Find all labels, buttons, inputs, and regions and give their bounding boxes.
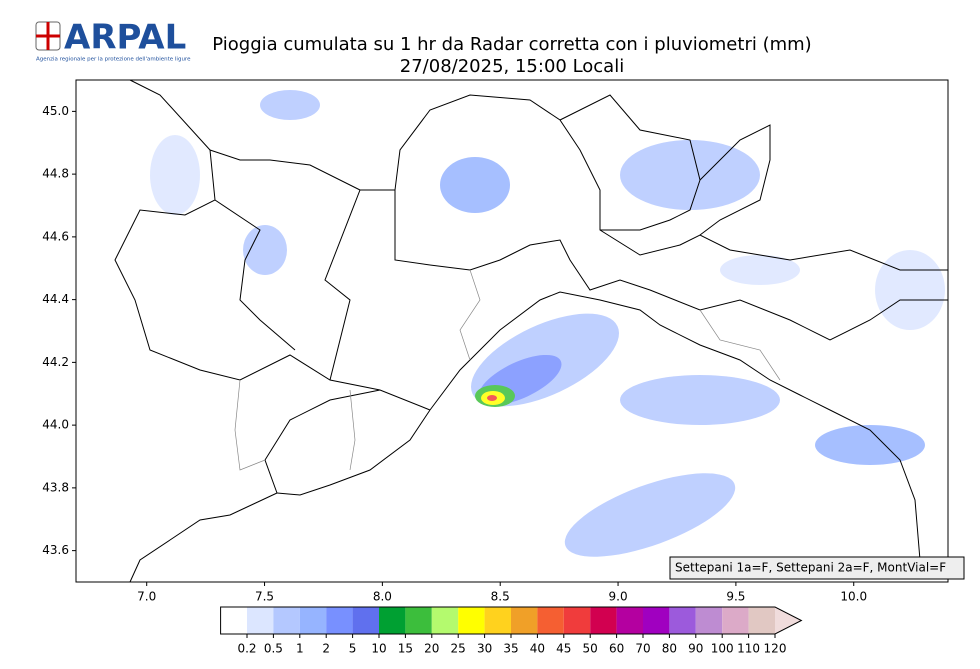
colorbar-label: 30 [477,642,492,656]
colorbar-box [748,607,775,634]
colorbar-label: 45 [556,642,571,656]
colorbar-box [379,607,406,634]
colorbar-label: 1 [296,642,304,656]
colorbar-box [273,607,300,634]
logo-cross [36,22,60,50]
x-tick-label: 8.5 [491,590,510,604]
colorbar-label: 120 [764,642,787,656]
y-tick-label: 44.6 [42,229,69,243]
colorbar-label: 100 [711,642,734,656]
map [75,79,949,583]
x-tick-label: 10.0 [840,590,867,604]
y-tick-label: 43.8 [42,480,69,494]
y-tick-label: 45.0 [42,104,69,118]
colorbar-label: 25 [451,642,466,656]
colorbar-box [431,607,459,634]
colorbar-box [643,607,670,634]
colorbar-label: 70 [635,642,650,656]
colorbar-label: 50 [583,642,598,656]
colorbar-label: 10 [371,642,386,656]
borders [114,79,948,583]
colorbar-label: 90 [688,642,703,656]
colorbar-under [220,607,247,634]
colorbar-label: 2 [322,642,330,656]
annotation: Settepani 1a=F, Settepani 2a=F, MontVial… [675,561,946,575]
logo-tagline: Agenzia regionale per la protezione dell… [36,57,191,63]
colorbar-box [616,607,643,634]
colorbar-box [352,607,379,634]
y-tick-label: 44.8 [42,167,69,181]
colorbar-label: 60 [609,642,624,656]
colorbar-label: 0.5 [264,642,283,656]
x-tick-label: 7.0 [137,590,156,604]
subtitle: 27/08/2025, 15:00 Locali [400,56,624,77]
colorbar-box [458,607,485,634]
colorbar-label: 20 [424,642,439,656]
map-frame [75,79,949,583]
y-tick-label: 44.2 [42,355,69,369]
colorbar-box [484,607,511,634]
annotation-box [669,556,965,580]
x-tick-label: 7.5 [255,590,274,604]
colorbar-label: 110 [737,642,760,656]
colorbar-label: 35 [503,642,518,656]
colorbar-box [695,607,723,634]
x-tick-label: 8.0 [373,590,392,604]
colorbar-box [405,607,432,634]
y-tick-label: 43.6 [42,543,69,557]
y-tick-label: 44.4 [42,292,69,306]
rain-field [150,90,945,557]
colorbar-box [511,607,538,634]
logo: ARPAL Agenzia regionale per la protezion… [35,18,191,63]
colorbar-label: 5 [349,642,357,656]
colorbar-box [247,607,274,634]
colorbar-box [537,607,564,634]
colorbar-box [722,607,749,634]
colorbar-label: 80 [662,642,677,656]
y-tick-label: 44.0 [42,418,69,432]
x-tick-label: 9.5 [726,590,745,604]
colorbar-box [590,607,617,634]
colorbar-box [299,607,327,634]
title: Pioggia cumulata su 1 hr da Radar corret… [212,34,811,55]
colorbar-label: 15 [398,642,413,656]
colorbar-box [669,607,696,634]
colorbar-over [775,607,802,634]
colorbar-box [563,607,591,634]
colorbar-box [326,607,353,634]
colorbar-frame [220,606,803,635]
colorbar-label: 40 [530,642,545,656]
colorbar-label: 0.2 [237,642,256,656]
logo-name: ARPAL [64,18,186,58]
x-tick-label: 9.0 [609,590,628,604]
